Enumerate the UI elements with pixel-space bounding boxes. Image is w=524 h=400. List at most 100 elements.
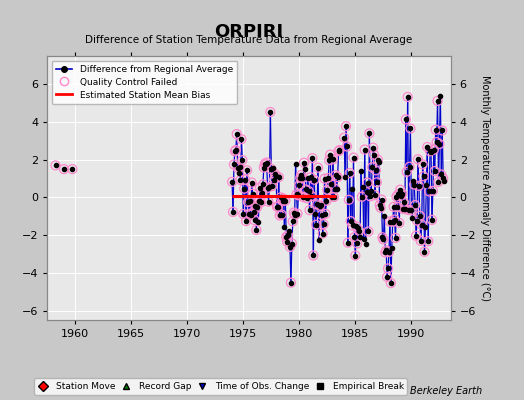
Point [272, 173, 280, 179]
Point [342, 123, 350, 130]
Point [270, 176, 278, 183]
Point [332, 172, 340, 178]
Point [335, 147, 344, 153]
Point [228, 179, 236, 185]
Point [425, 188, 433, 195]
Point [374, 156, 382, 163]
Point [325, 157, 333, 163]
Point [271, 171, 279, 177]
Point [318, 212, 326, 218]
Point [238, 157, 247, 163]
Point [231, 148, 239, 154]
Point [291, 161, 300, 167]
Point [343, 143, 351, 150]
Point [314, 164, 322, 171]
Point [346, 170, 354, 176]
Point [326, 152, 334, 158]
Point [277, 211, 286, 218]
Point [421, 224, 430, 230]
Point [388, 218, 397, 225]
Point [282, 234, 290, 240]
Point [234, 165, 242, 171]
Point [293, 210, 302, 217]
Point [331, 186, 339, 192]
Point [238, 157, 247, 163]
Point [378, 234, 387, 240]
Point [254, 219, 263, 225]
Point [285, 228, 293, 234]
Point [398, 190, 406, 197]
Point [296, 175, 304, 181]
Point [315, 202, 324, 209]
Point [243, 167, 251, 174]
Point [239, 211, 247, 217]
Point [231, 148, 239, 154]
Point [260, 161, 269, 167]
Point [274, 204, 282, 210]
Point [276, 212, 284, 219]
Point [251, 203, 259, 209]
Legend: Station Move, Record Gap, Time of Obs. Change, Empirical Break: Station Move, Record Gap, Time of Obs. C… [34, 378, 407, 395]
Point [343, 143, 351, 150]
Point [237, 136, 246, 142]
Point [272, 203, 281, 210]
Point [430, 146, 438, 153]
Point [235, 164, 244, 170]
Point [389, 204, 398, 210]
Point [288, 240, 296, 247]
Point [322, 198, 331, 204]
Point [252, 227, 260, 233]
Point [359, 236, 368, 242]
Point [307, 174, 315, 180]
Point [264, 185, 272, 191]
Point [258, 190, 266, 196]
Point [344, 240, 352, 246]
Point [260, 164, 268, 171]
Point [280, 224, 289, 230]
Point [305, 207, 314, 213]
Point [382, 247, 390, 254]
Point [233, 131, 241, 137]
Point [403, 94, 412, 100]
Point [426, 148, 434, 154]
Point [382, 247, 390, 254]
Point [272, 203, 281, 210]
Point [304, 188, 313, 194]
Point [431, 168, 439, 174]
Point [290, 212, 299, 218]
Point [296, 175, 304, 181]
Point [292, 191, 301, 198]
Point [371, 192, 379, 198]
Point [420, 249, 429, 255]
Point [385, 249, 393, 255]
Point [51, 162, 60, 168]
Point [234, 170, 243, 176]
Point [358, 194, 366, 200]
Point [427, 149, 435, 155]
Point [235, 164, 244, 170]
Point [250, 217, 259, 223]
Point [380, 213, 388, 220]
Point [301, 166, 309, 172]
Point [358, 194, 366, 200]
Point [229, 209, 237, 215]
Point [252, 227, 260, 233]
Point [375, 158, 383, 165]
Point [416, 212, 424, 219]
Point [405, 207, 413, 213]
Point [302, 186, 310, 193]
Point [334, 148, 343, 154]
Point [260, 161, 269, 167]
Point [363, 189, 371, 195]
Point [255, 198, 264, 204]
Point [419, 161, 427, 168]
Point [439, 175, 447, 182]
Point [363, 180, 372, 186]
Point [369, 144, 377, 151]
Point [255, 198, 264, 204]
Point [299, 194, 307, 200]
Point [383, 274, 391, 280]
Point [350, 234, 358, 240]
Point [309, 252, 318, 259]
Point [261, 161, 270, 168]
